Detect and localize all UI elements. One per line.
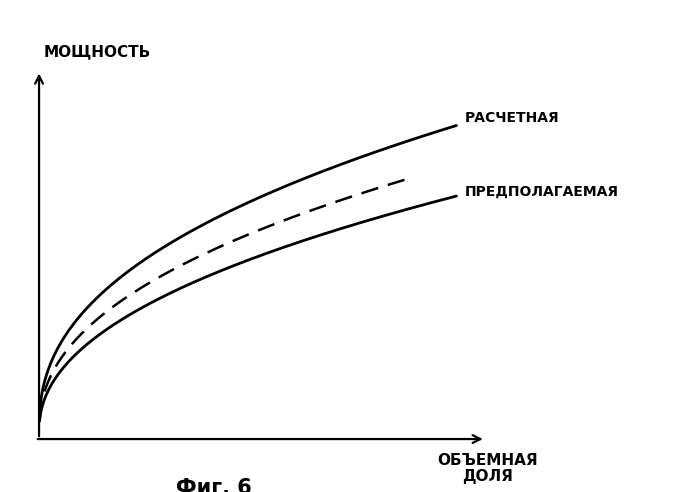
Text: Фиг. 6: Фиг. 6 [176, 478, 252, 492]
Text: ПРЕДПОЛАГАЕМАЯ: ПРЕДПОЛАГАЕМАЯ [465, 185, 619, 199]
Text: ОБЪЕМНАЯ
ДОЛЯ: ОБЪЕМНАЯ ДОЛЯ [438, 453, 538, 484]
Text: РАСЧЕТНАЯ: РАСЧЕТНАЯ [465, 111, 559, 124]
Text: МОЩНОСТЬ: МОЩНОСТЬ [43, 44, 150, 59]
